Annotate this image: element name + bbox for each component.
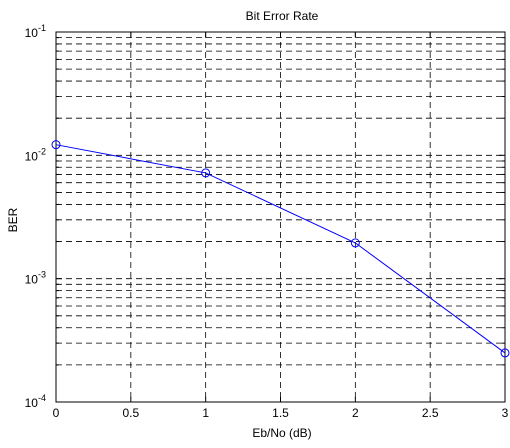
x-tick-label: 1 (202, 406, 209, 420)
y-axis-label: BER (6, 207, 20, 232)
tick-labels: 0 0.5 1 1.5 2 2.5 3 10-4 10-3 10-2 10-1 (25, 23, 509, 420)
ber-data-point (500, 348, 510, 358)
ber-data-point (201, 168, 211, 178)
data-series (51, 140, 510, 358)
axes (55, 31, 506, 403)
x-tick-label: 3 (502, 406, 509, 420)
x-tick-label: 0.5 (122, 406, 139, 420)
x-tick-label: 1.5 (272, 406, 289, 420)
y-tick-label: 10-4 (25, 393, 46, 410)
grid (56, 32, 505, 402)
x-tick-label: 2.5 (422, 406, 439, 420)
x-axis-label: Eb/No (dB) (252, 426, 311, 440)
y-tick-label: 10-3 (25, 270, 46, 287)
x-tick-label: 2 (352, 406, 359, 420)
ber-series-line (55, 144, 506, 354)
y-tick-label: 10-2 (25, 146, 46, 163)
x-tick-label: 0 (53, 406, 60, 420)
ber-data-point (51, 140, 61, 150)
chart-title: Bit Error Rate (246, 9, 319, 23)
y-tick-label: 10-1 (25, 23, 46, 40)
ber-data-point (350, 238, 360, 248)
